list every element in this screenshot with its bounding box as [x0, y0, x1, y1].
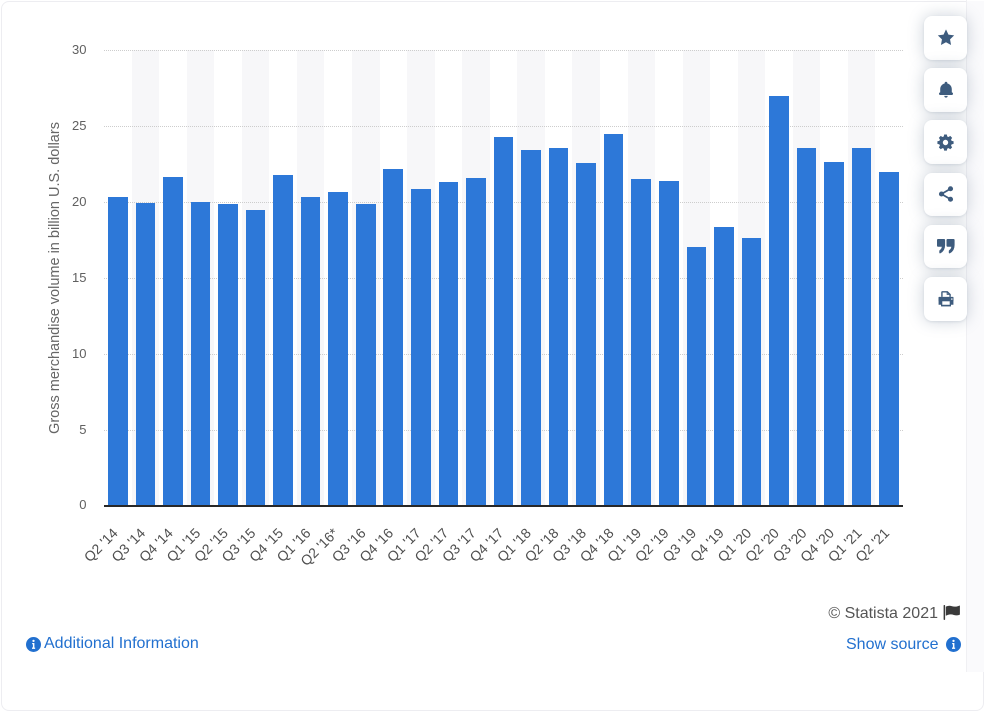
- svg-text:Gross merchandise volume in bi: Gross merchandise volume in billion U.S.…: [47, 122, 63, 434]
